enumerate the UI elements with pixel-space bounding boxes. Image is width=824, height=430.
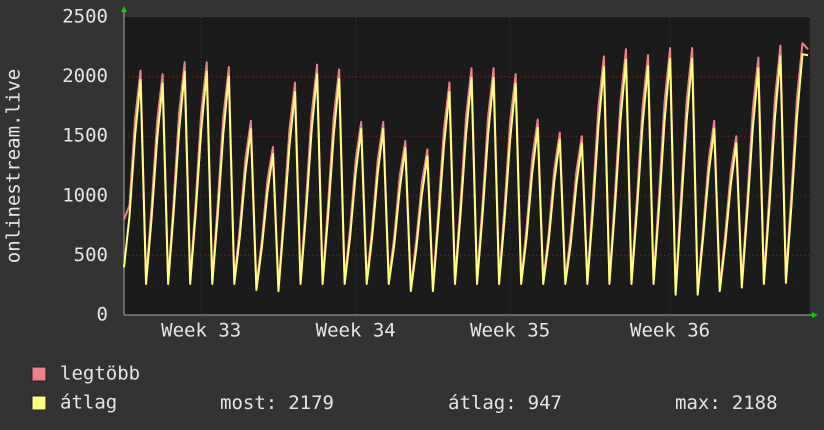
x-tick-label: Week 33: [161, 320, 241, 342]
legend-label: átlag: [60, 392, 117, 414]
stat-label: átlag:: [448, 392, 517, 414]
stat: most: 2179: [220, 392, 334, 414]
axis-arrow: [812, 312, 818, 318]
y-tick-label: 0: [97, 304, 108, 326]
stat: átlag: 947: [448, 392, 562, 414]
stat-label: most:: [220, 392, 277, 414]
y-tick-label: 2500: [62, 6, 108, 28]
legend-label: legtöbb: [60, 363, 140, 385]
legend-swatch: [31, 366, 47, 382]
legend-swatch: [31, 395, 47, 411]
stat-value: 947: [528, 392, 562, 414]
y-tick-label: 1000: [62, 184, 108, 206]
y-tick-label: 2000: [62, 65, 108, 87]
plot-area: [124, 17, 810, 315]
y-tick-label: 1500: [62, 125, 108, 147]
stat: max: 2188: [675, 392, 778, 414]
series-line: [123, 53, 809, 296]
y-tick-label: 500: [74, 244, 108, 266]
x-tick-label: Week 36: [630, 320, 710, 342]
stat-value: 2179: [288, 392, 334, 414]
stat-value: 2188: [732, 392, 778, 414]
x-tick-label: Week 35: [470, 320, 550, 342]
x-tick-label: Week 34: [316, 320, 396, 342]
y-axis-label: onlinestream.live: [3, 69, 25, 263]
stat-label: max:: [675, 392, 721, 414]
axis-arrow: [121, 6, 127, 12]
